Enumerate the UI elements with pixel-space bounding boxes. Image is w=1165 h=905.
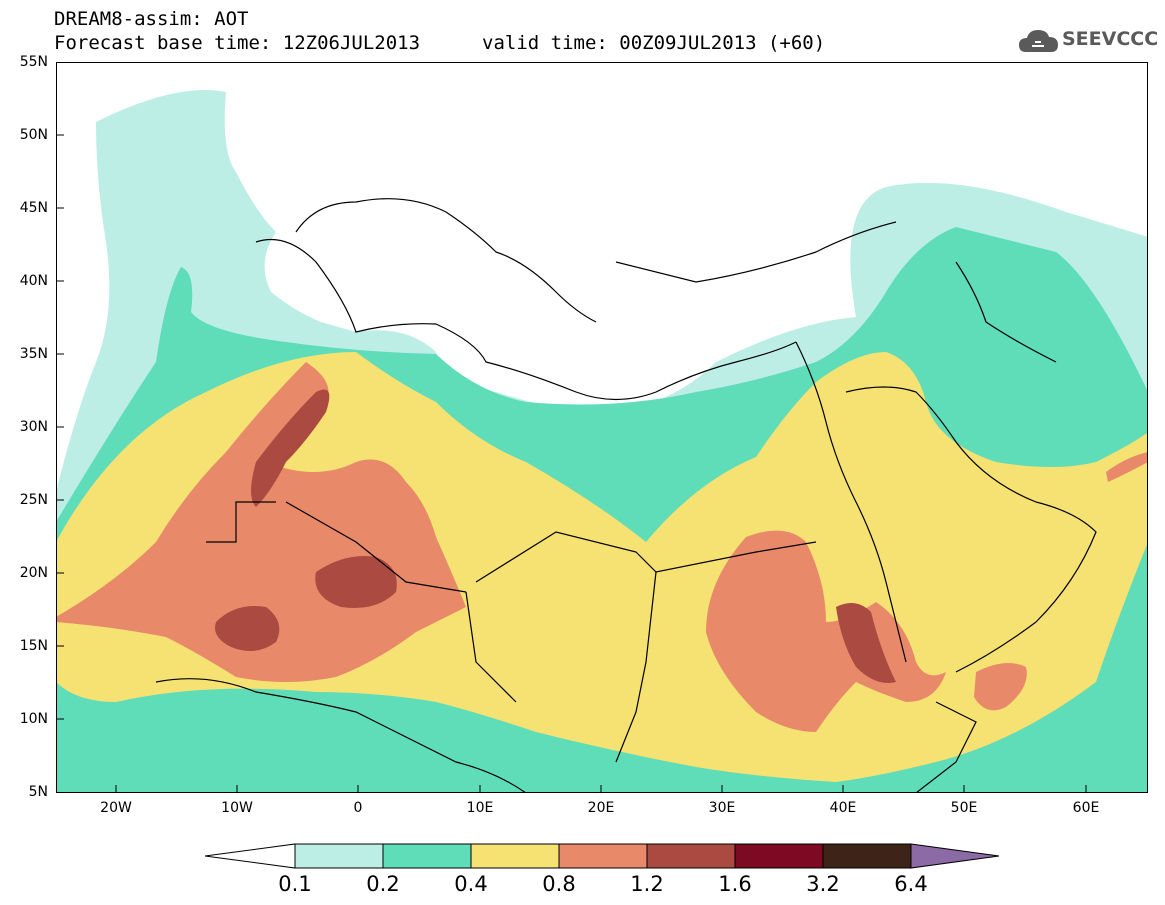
logo-text: SEEVCCC bbox=[1062, 28, 1159, 50]
colorbar-bin-3 bbox=[470, 843, 560, 869]
aot-colorbar bbox=[205, 843, 1000, 869]
lon-label-30e: 30E bbox=[708, 800, 736, 816]
colorbar-bin-5 bbox=[646, 843, 736, 869]
colorbar-label-0.1: 0.1 bbox=[278, 872, 312, 896]
valid-time: valid time: 00Z09JUL2013 (+60) bbox=[482, 32, 826, 54]
lon-label-20w: 20W bbox=[100, 800, 132, 816]
lat-label-25n: 25N bbox=[19, 492, 48, 508]
cloud-icon bbox=[1019, 30, 1058, 52]
colorbar-bin-2 bbox=[382, 843, 472, 869]
lon-label-50e: 50E bbox=[950, 800, 978, 816]
lon-label-20e: 20E bbox=[587, 800, 615, 816]
lon-label-10e: 10E bbox=[466, 800, 494, 816]
map-title: DREAM8-assim: AOT bbox=[54, 8, 249, 30]
colorbar-label-0.8: 0.8 bbox=[542, 872, 576, 896]
lat-label-50n: 50N bbox=[19, 127, 48, 143]
lat-label-30n: 30N bbox=[19, 419, 48, 435]
lat-label-15n: 15N bbox=[19, 638, 48, 654]
lon-label-10w: 10W bbox=[221, 800, 253, 816]
colorbar-label-3.2: 3.2 bbox=[806, 872, 840, 896]
colorbar-under bbox=[205, 843, 296, 869]
aot-band-1.2-b bbox=[315, 556, 397, 608]
map-frame bbox=[56, 62, 1148, 793]
lon-label-0: 0 bbox=[353, 800, 363, 816]
colorbar-bin-6 bbox=[734, 843, 824, 869]
colorbar-label-0.2: 0.2 bbox=[366, 872, 400, 896]
colorbar-bin-4 bbox=[558, 843, 648, 869]
aot-band-1.2-c bbox=[215, 606, 280, 651]
lat-label-35n: 35N bbox=[19, 346, 48, 362]
axis-ticks bbox=[56, 134, 1087, 793]
aot-map bbox=[56, 62, 1148, 793]
colorbar-label-1.6: 1.6 bbox=[718, 872, 752, 896]
lon-label-60e: 60E bbox=[1072, 800, 1100, 816]
aot-band-1.2-d bbox=[836, 603, 896, 683]
colorbar-bin-1 bbox=[294, 843, 384, 869]
lat-label-20n: 20N bbox=[19, 565, 48, 581]
colorbar-bin-7 bbox=[822, 843, 912, 869]
colorbar-over bbox=[910, 843, 1000, 869]
coastlines bbox=[155, 198, 1097, 793]
lat-label-10n: 10N bbox=[19, 711, 48, 727]
colorbar-label-1.2: 1.2 bbox=[630, 872, 664, 896]
forecast-base-time: Forecast base time: 12Z06JUL2013 bbox=[54, 32, 421, 54]
colorbar-label-0.4: 0.4 bbox=[454, 872, 488, 896]
colorbar-label-6.4: 6.4 bbox=[894, 872, 928, 896]
lat-label-45n: 45N bbox=[19, 200, 48, 216]
aot-band-0.8-gulf bbox=[1106, 452, 1148, 482]
seevccc-logo: SEEVCCC bbox=[1018, 24, 1158, 58]
aot-band-1.2-a bbox=[251, 389, 330, 507]
lon-label-40e: 40E bbox=[829, 800, 857, 816]
lat-label-5n: 5N bbox=[28, 784, 48, 800]
aot-band-0.8-arabia bbox=[974, 663, 1027, 711]
lat-label-40n: 40N bbox=[19, 273, 48, 289]
lat-label-55n: 55N bbox=[19, 54, 48, 70]
